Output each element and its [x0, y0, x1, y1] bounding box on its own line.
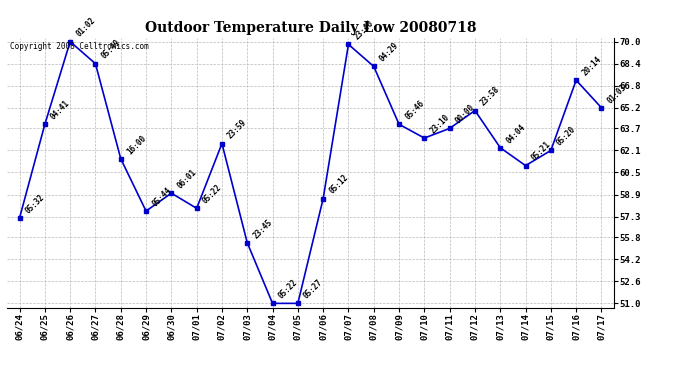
Text: 05:22: 05:22: [201, 183, 224, 206]
Text: 23:59: 23:59: [226, 118, 249, 141]
Text: 04:41: 04:41: [49, 99, 72, 122]
Text: 23:10: 23:10: [428, 112, 451, 135]
Text: 23:46: 23:46: [353, 19, 375, 42]
Text: 05:12: 05:12: [327, 173, 350, 196]
Text: 23:58: 23:58: [479, 85, 502, 108]
Text: 04:04: 04:04: [504, 122, 527, 145]
Text: 16:00: 16:00: [125, 133, 148, 156]
Text: 01:03: 01:03: [606, 82, 629, 105]
Text: 05:22: 05:22: [277, 278, 299, 301]
Text: 00:00: 00:00: [454, 103, 477, 126]
Text: 05:46: 05:46: [403, 99, 426, 122]
Text: 06:01: 06:01: [175, 168, 198, 190]
Text: 05:21: 05:21: [530, 140, 553, 163]
Text: 20:14: 20:14: [580, 55, 603, 77]
Title: Outdoor Temperature Daily Low 20080718: Outdoor Temperature Daily Low 20080718: [145, 21, 476, 35]
Text: 05:27: 05:27: [302, 278, 325, 301]
Text: 23:45: 23:45: [251, 217, 274, 240]
Text: 05:49: 05:49: [99, 38, 122, 61]
Text: 01:02: 01:02: [75, 16, 97, 39]
Text: 04:29: 04:29: [378, 41, 401, 64]
Text: 05:44: 05:44: [150, 186, 173, 208]
Text: 05:20: 05:20: [555, 125, 578, 148]
Text: Copyright 2008 Celltronics.com: Copyright 2008 Celltronics.com: [10, 42, 148, 51]
Text: 05:32: 05:32: [23, 192, 46, 215]
